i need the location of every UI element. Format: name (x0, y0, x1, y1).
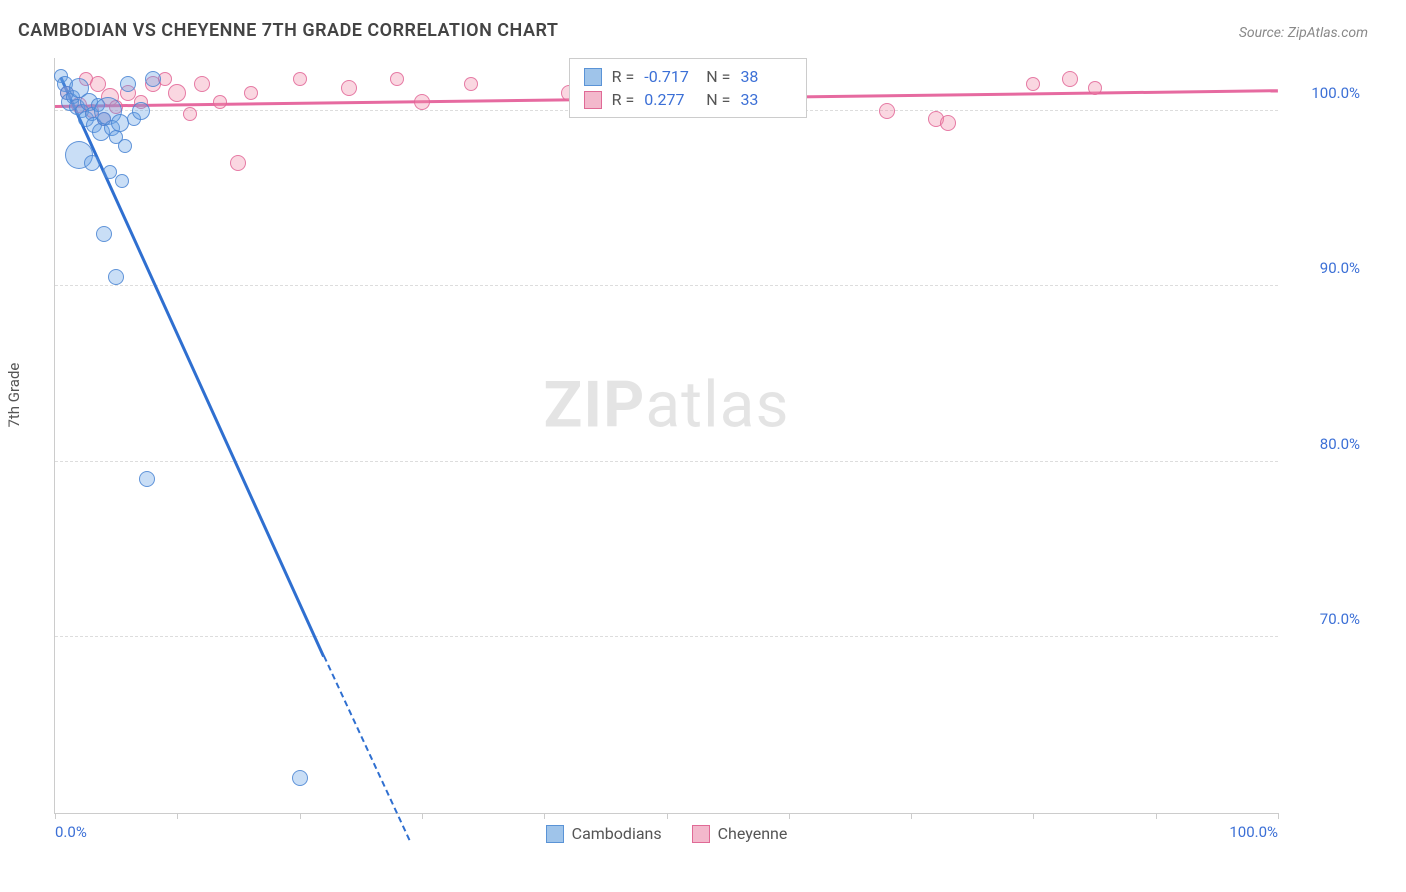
stats-row: R = 0.277 N = 33 (584, 88, 793, 111)
y-axis-label: 7th Grade (5, 363, 23, 428)
chart-title: CAMBODIAN VS CHEYENNE 7TH GRADE CORRELAT… (18, 20, 558, 41)
chart-area: 7th Grade ZIPatlas 70.0%80.0%90.0%100.0%… (18, 58, 1368, 844)
scatter-point (244, 86, 258, 100)
scatter-point (115, 174, 129, 188)
scatter-point (96, 226, 112, 242)
x-tick (55, 813, 56, 819)
scatter-point (1062, 71, 1078, 87)
plot-area: ZIPatlas 70.0%80.0%90.0%100.0%0.0%100.0%… (54, 58, 1278, 814)
scatter-point (120, 76, 136, 92)
stats-n-value: 38 (740, 67, 792, 86)
stats-r-label: R = (612, 90, 635, 109)
x-tick (1156, 813, 1157, 819)
regression-line-dashed (323, 656, 410, 841)
stats-row: R = -0.717 N = 38 (584, 65, 793, 88)
stats-r-value: -0.717 (644, 67, 696, 86)
x-tick (1278, 813, 1279, 819)
scatter-point (194, 76, 210, 92)
x-tick (422, 813, 423, 819)
x-tick (1033, 813, 1034, 819)
legend-swatch (692, 825, 710, 843)
scatter-point (464, 77, 478, 91)
y-tick-label: 100.0% (1290, 84, 1360, 102)
scatter-point (168, 84, 186, 102)
legend-item: Cheyenne (692, 824, 788, 843)
scatter-point (230, 155, 246, 171)
scatter-point (145, 71, 161, 87)
y-tick-label: 70.0% (1290, 610, 1360, 628)
stats-r-label: R = (612, 67, 635, 86)
stats-n-label: N = (706, 67, 730, 86)
scatter-point (390, 72, 404, 86)
scatter-point (139, 471, 155, 487)
scatter-point (118, 139, 132, 153)
scatter-point (108, 269, 124, 285)
x-tick (789, 813, 790, 819)
regression-line (60, 76, 325, 656)
x-tick (177, 813, 178, 819)
scatter-point (414, 94, 430, 110)
stats-r-value: 0.277 (644, 90, 696, 109)
legend-label: Cambodians (572, 824, 662, 843)
scatter-point (292, 770, 308, 786)
watermark-bold: ZIP (544, 368, 646, 443)
legend-swatch (546, 825, 564, 843)
gridline-h (55, 285, 1278, 286)
scatter-point (84, 155, 100, 171)
scatter-point (111, 114, 129, 132)
stats-box: R = -0.717 N = 38 R = 0.277 N = 33 (569, 58, 808, 118)
y-tick-label: 90.0% (1290, 259, 1360, 277)
watermark-light: atlas (645, 368, 789, 443)
stats-swatch (584, 68, 602, 86)
x-tick (667, 813, 668, 819)
scatter-point (879, 103, 895, 119)
watermark: ZIPatlas (544, 368, 790, 443)
scatter-point (1088, 81, 1102, 95)
scatter-point (341, 80, 357, 96)
stats-n-label: N = (706, 90, 730, 109)
chart-header: CAMBODIAN VS CHEYENNE 7TH GRADE CORRELAT… (0, 0, 1406, 51)
scatter-point (213, 95, 227, 109)
scatter-point (183, 107, 197, 121)
y-tick-label: 80.0% (1290, 435, 1360, 453)
x-tick (911, 813, 912, 819)
scatter-point (1026, 77, 1040, 91)
scatter-point (940, 115, 956, 131)
source-prefix: Source: (1239, 25, 1288, 41)
scatter-point (132, 102, 150, 120)
legend-label: Cheyenne (718, 824, 788, 843)
legend-item: Cambodians (546, 824, 662, 843)
gridline-h (55, 461, 1278, 462)
scatter-point (293, 72, 307, 86)
gridline-h (55, 636, 1278, 637)
legend: Cambodians Cheyenne (55, 824, 1278, 843)
stats-n-value: 33 (740, 90, 792, 109)
stats-swatch (584, 91, 602, 109)
x-tick (300, 813, 301, 819)
source-name: ZipAtlas.com (1288, 25, 1368, 41)
x-tick (544, 813, 545, 819)
chart-source: Source: ZipAtlas.com (1239, 25, 1368, 41)
